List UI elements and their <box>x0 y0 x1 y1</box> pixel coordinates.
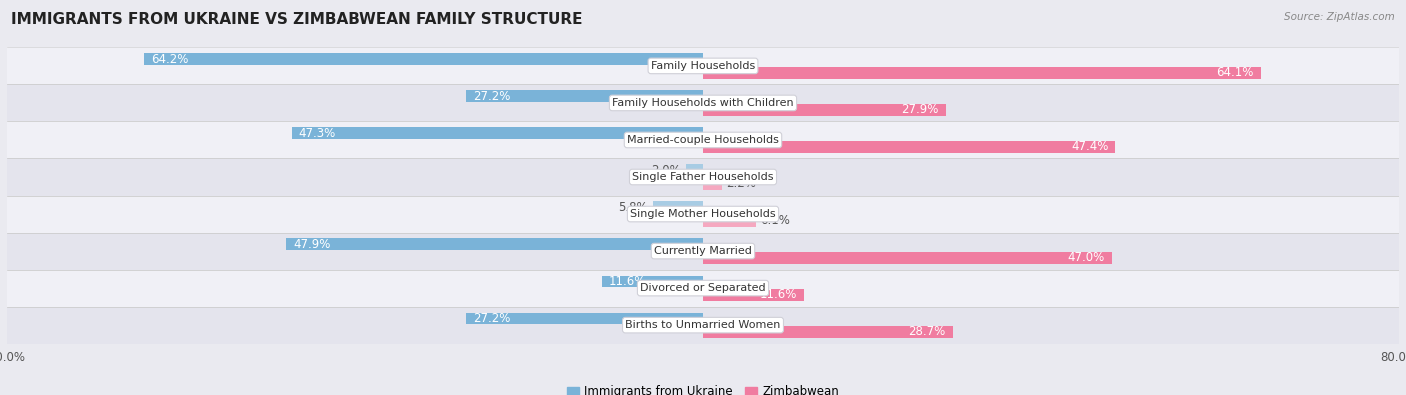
Text: Family Households with Children: Family Households with Children <box>612 98 794 108</box>
Text: Married-couple Households: Married-couple Households <box>627 135 779 145</box>
Bar <box>7 269 1399 307</box>
Bar <box>686 164 703 176</box>
Text: Divorced or Separated: Divorced or Separated <box>640 283 766 293</box>
Bar <box>467 312 703 324</box>
Bar <box>7 121 1399 158</box>
Text: Family Households: Family Households <box>651 61 755 71</box>
Text: Source: ZipAtlas.com: Source: ZipAtlas.com <box>1284 12 1395 22</box>
Text: 64.2%: 64.2% <box>152 53 188 66</box>
Bar <box>7 196 1399 233</box>
Text: 2.0%: 2.0% <box>651 164 682 177</box>
Text: 2.2%: 2.2% <box>727 177 756 190</box>
Bar <box>602 276 703 288</box>
Text: 47.9%: 47.9% <box>294 238 330 251</box>
Bar <box>7 307 1399 344</box>
Bar <box>7 85 1399 121</box>
Bar <box>145 53 703 65</box>
Text: 5.8%: 5.8% <box>619 201 648 214</box>
Text: 11.6%: 11.6% <box>609 275 647 288</box>
Text: 27.2%: 27.2% <box>474 312 510 325</box>
Bar <box>703 178 723 190</box>
Text: 64.1%: 64.1% <box>1216 66 1254 79</box>
Text: 47.4%: 47.4% <box>1071 140 1108 153</box>
Text: Single Father Households: Single Father Households <box>633 172 773 182</box>
Bar <box>703 326 953 338</box>
Text: 47.0%: 47.0% <box>1067 251 1105 264</box>
Text: 28.7%: 28.7% <box>908 325 946 338</box>
Text: Single Mother Households: Single Mother Households <box>630 209 776 219</box>
Text: 11.6%: 11.6% <box>759 288 797 301</box>
Text: 27.2%: 27.2% <box>474 90 510 103</box>
Bar <box>703 141 1115 152</box>
Bar <box>7 233 1399 269</box>
Bar <box>467 90 703 102</box>
Bar <box>703 252 1112 264</box>
Text: 47.3%: 47.3% <box>298 127 336 140</box>
Bar <box>703 103 946 116</box>
Text: Currently Married: Currently Married <box>654 246 752 256</box>
Bar <box>703 289 804 301</box>
Bar <box>7 158 1399 196</box>
Bar <box>703 67 1261 79</box>
Text: 6.1%: 6.1% <box>761 214 790 227</box>
Text: IMMIGRANTS FROM UKRAINE VS ZIMBABWEAN FAMILY STRUCTURE: IMMIGRANTS FROM UKRAINE VS ZIMBABWEAN FA… <box>11 12 582 27</box>
Bar <box>7 47 1399 85</box>
Legend: Immigrants from Ukraine, Zimbabwean: Immigrants from Ukraine, Zimbabwean <box>562 380 844 395</box>
Text: Births to Unmarried Women: Births to Unmarried Women <box>626 320 780 330</box>
Bar <box>652 201 703 213</box>
Bar <box>703 215 756 227</box>
Bar <box>291 127 703 139</box>
Text: 27.9%: 27.9% <box>901 103 939 116</box>
Bar <box>287 239 703 250</box>
